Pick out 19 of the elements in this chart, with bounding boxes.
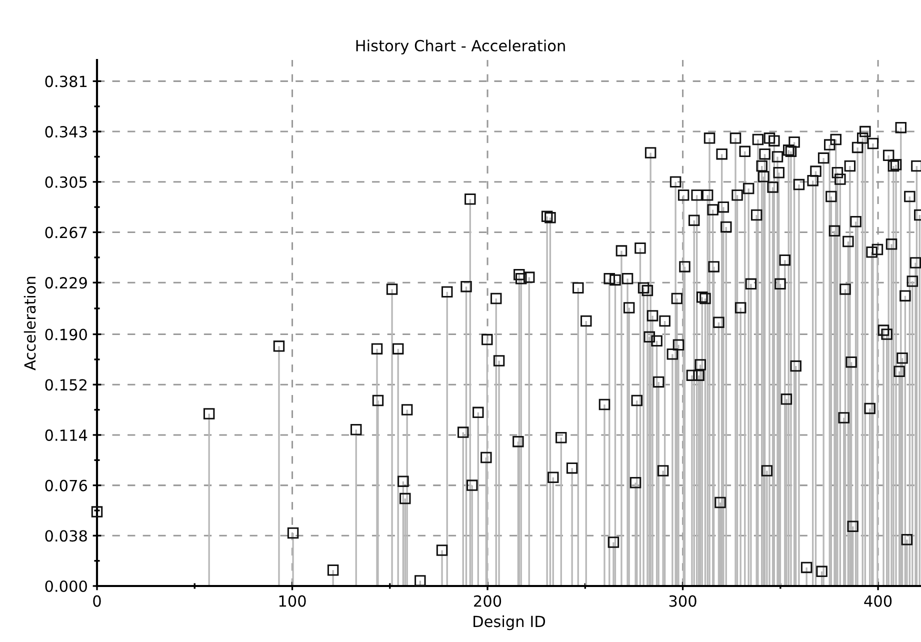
y-tick-label: 0.190 <box>45 328 87 340</box>
y-axis-title: Acceleration <box>24 276 36 370</box>
x-tick-label: 100 <box>279 595 306 607</box>
x-tick-label: 200 <box>474 595 502 607</box>
y-tick-label: 0.381 <box>45 76 87 88</box>
x-tick-label: 300 <box>669 595 696 607</box>
y-tick-label: 0.038 <box>45 530 87 542</box>
y-tick-label: 0.000 <box>45 580 87 592</box>
y-tick-label: 0.076 <box>45 480 88 492</box>
y-tick-label: 0.305 <box>45 176 87 188</box>
x-tick-label: 0 <box>93 595 101 607</box>
y-tick-label: 0.114 <box>45 429 88 441</box>
chart-title: History Chart - Acceleration <box>356 40 565 54</box>
x-axis-title: Design ID <box>474 615 546 630</box>
y-tick-label: 0.152 <box>45 379 86 391</box>
y-tick-label: 0.343 <box>45 126 87 138</box>
y-tick-label: 0.229 <box>45 277 87 289</box>
x-tick-label: 400 <box>864 595 892 607</box>
y-tick-label: 0.267 <box>45 226 87 238</box>
